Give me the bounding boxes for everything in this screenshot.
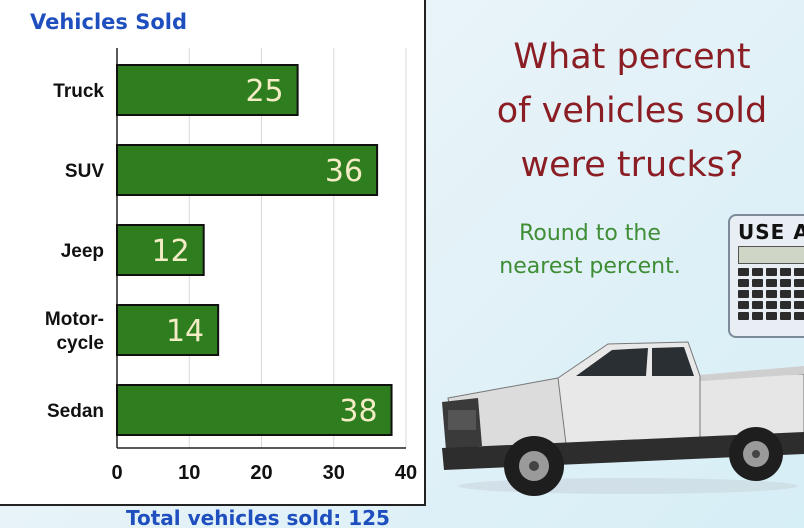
bar [116, 384, 393, 436]
instruction-line-2: nearest percent. [499, 254, 681, 279]
x-tick-label: 0 [111, 462, 122, 484]
bar [116, 64, 299, 116]
instruction-line-1: Round to the [519, 221, 661, 246]
chart-title: Vehicles Sold [30, 10, 187, 34]
bar [116, 304, 220, 356]
x-tick-label: 10 [178, 462, 200, 484]
bar-chart: 0 10 20 30 40 25 Truck 36 SUV 12 Jeep 14 Motor-cycle… [45, 48, 417, 484]
instruction-text: Round to the nearest percent. [470, 217, 710, 283]
category-label: Jeep [61, 241, 104, 262]
x-tick-label: 20 [250, 462, 272, 484]
question-text: What percent of vehicles sold were truck… [460, 30, 804, 192]
question-line-1: What percent [513, 37, 751, 77]
x-tick-label: 30 [323, 462, 345, 484]
question-line-3: were trucks? [520, 145, 744, 185]
pickup-truck-icon [442, 341, 804, 496]
bar [116, 224, 205, 276]
category-label: Sedan [47, 401, 104, 422]
data-label: 12 [152, 234, 190, 269]
data-label: 14 [166, 314, 204, 349]
calculator-label: USE A [738, 220, 804, 244]
bar [116, 144, 379, 196]
calculator-keys [738, 268, 804, 320]
calculator-screen [738, 246, 804, 264]
chart-panel: 0 10 20 30 40 25 Truck 36 SUV 12 Jeep 14 Motor-cycle… [0, 0, 426, 506]
category-label: Truck [53, 81, 104, 102]
total-vehicles-text: Total vehicles sold: 125 [126, 506, 390, 528]
question-line-2: of vehicles sold [496, 91, 768, 131]
category-label: Motor-cycle [45, 309, 104, 354]
data-label: 38 [339, 394, 377, 429]
data-label: 36 [325, 154, 363, 189]
x-tick-label: 40 [395, 462, 417, 484]
calculator-icon: USE A [728, 214, 804, 338]
data-label: 25 [245, 74, 283, 109]
category-label: SUV [65, 161, 104, 182]
